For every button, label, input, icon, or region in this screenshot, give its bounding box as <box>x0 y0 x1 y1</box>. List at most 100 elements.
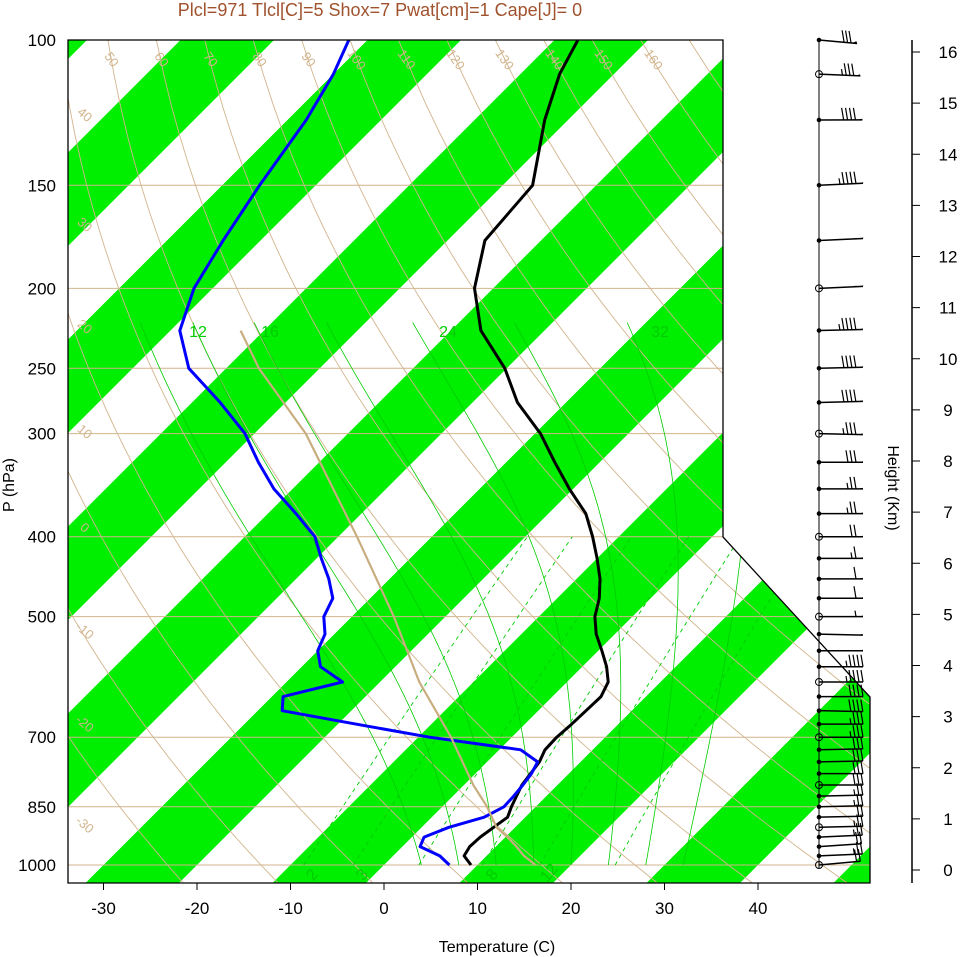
dry-adiabat-label: 70 <box>200 49 221 69</box>
temperature-axis: -30 -20 -10 0 10 20 30 40 <box>91 883 767 918</box>
chart-title: Plcl=971 Tlcl[C]=5 Shox=7 Pwat[cm]=1 Cap… <box>178 0 582 20</box>
moist-adiabat <box>626 322 679 866</box>
wind-barb <box>816 171 864 188</box>
height-axis-label: Height (Km) <box>884 445 901 530</box>
height-tick-label: 11 <box>939 299 957 318</box>
isotherm-label: -30 <box>73 813 97 837</box>
wind-barb <box>816 476 863 492</box>
height-tick-label: 3 <box>943 708 952 727</box>
mixing-ratio-line <box>539 536 741 866</box>
temperature-profile <box>462 40 610 866</box>
temperature-tick-label: 10 <box>468 899 487 918</box>
wind-barb <box>816 699 864 713</box>
wind-barb <box>815 63 861 79</box>
moist-adiabat <box>513 322 622 866</box>
height-tick-label: 16 <box>939 43 958 62</box>
wind-barb <box>816 684 864 699</box>
dry-adiabat <box>68 40 468 883</box>
wind-barb <box>816 648 863 654</box>
wind-barb <box>816 546 863 561</box>
pressure-tick-label: 150 <box>28 176 56 195</box>
isotherm-band <box>68 40 541 883</box>
temperature-tick-label: 40 <box>749 899 768 918</box>
plot-frame <box>67 39 871 884</box>
isotherm-band <box>68 40 728 883</box>
dry-adiabat <box>252 40 870 883</box>
dry-adiabat <box>68 40 184 883</box>
wind-barb <box>815 284 864 293</box>
wind-barb <box>816 831 863 849</box>
temperature-tick-label: -10 <box>278 899 303 918</box>
y-axis-label: P (hPa) <box>1 458 18 512</box>
wind-barb <box>816 317 864 333</box>
plot-background: 50 60 70 80 90 100 110 120 130 140 150 160403020100… <box>68 40 870 883</box>
wind-barb <box>816 654 864 670</box>
dry-adiabat-label: 80 <box>249 49 270 69</box>
temperature-tick-label: 20 <box>562 899 581 918</box>
dry-adiabat-label: 90 <box>298 49 319 69</box>
isotherm-band <box>68 40 354 883</box>
height-tick-label: 14 <box>939 145 958 164</box>
mixing-ratio-line <box>614 536 809 866</box>
wind-barb <box>816 712 864 727</box>
wind-barb <box>815 669 864 686</box>
dry-adiabat-label: 60 <box>151 49 172 69</box>
wind-barb <box>816 566 863 582</box>
height-tick-label: 5 <box>943 605 952 624</box>
height-tick-label: 8 <box>943 452 952 471</box>
dry-adiabat <box>68 40 279 883</box>
wind-barbs <box>815 30 864 869</box>
height-tick-label: 7 <box>943 503 952 522</box>
dry-adiabat <box>204 40 847 883</box>
moist-adiabat-label: 32 <box>651 324 669 341</box>
dry-adiabat <box>301 40 870 883</box>
wind-barb <box>816 355 864 371</box>
moist-adiabat-label: 12 <box>189 324 207 341</box>
pressure-tick-label: 200 <box>28 279 56 298</box>
isotherm-label: 10 <box>75 421 96 442</box>
height-tick-label: 12 <box>939 248 958 267</box>
moist-adiabat <box>326 322 534 865</box>
dewpoint-profile <box>178 40 540 867</box>
wind-barb <box>816 389 864 405</box>
height-tick-label: 2 <box>943 759 952 778</box>
pressure-tick-label: 700 <box>28 728 56 747</box>
wind-barb <box>815 610 863 621</box>
pressure-axis: 100 150 200 250 300 400 500 700 850 1000 <box>18 31 56 875</box>
wind-barb <box>816 748 864 765</box>
dry-adiabat-label: 50 <box>101 49 122 69</box>
pressure-tick-label: 100 <box>28 31 56 50</box>
moist-adiabat-label: 16 <box>261 324 279 341</box>
pressure-tick-label: 300 <box>28 425 56 444</box>
pressure-tick-label: 500 <box>28 608 56 627</box>
wind-barb <box>816 107 863 123</box>
dry-adiabat <box>68 40 373 883</box>
wind-barb <box>815 422 863 438</box>
parcel-profile <box>239 330 537 866</box>
moist-adiabat <box>139 322 422 866</box>
height-tick-label: 15 <box>939 94 958 113</box>
wind-barb <box>816 586 863 601</box>
isotherm-label: 40 <box>75 104 96 125</box>
mixing-ratio-line <box>303 536 528 866</box>
isotherm-label: 10 <box>743 536 774 567</box>
pressure-tick-label: 1000 <box>18 856 56 875</box>
temperature-tick-label: -30 <box>91 899 116 918</box>
wind-barb <box>816 631 863 637</box>
wind-barb <box>815 725 864 742</box>
wind-barb <box>816 450 863 465</box>
dry-adiabat-label: 130 <box>492 46 517 72</box>
isotherm-band <box>427 40 870 883</box>
height-tick-label: 6 <box>943 554 952 573</box>
height-tick-label: 9 <box>943 401 952 420</box>
dry-adiabat <box>398 40 870 883</box>
moist-adiabat <box>192 322 460 866</box>
dry-adiabat <box>446 40 870 883</box>
wind-barb <box>816 823 863 840</box>
wind-barb <box>815 849 861 869</box>
wind-barb <box>816 761 864 776</box>
temperature-tick-label: 0 <box>379 899 388 918</box>
isotherm-band <box>68 40 870 883</box>
